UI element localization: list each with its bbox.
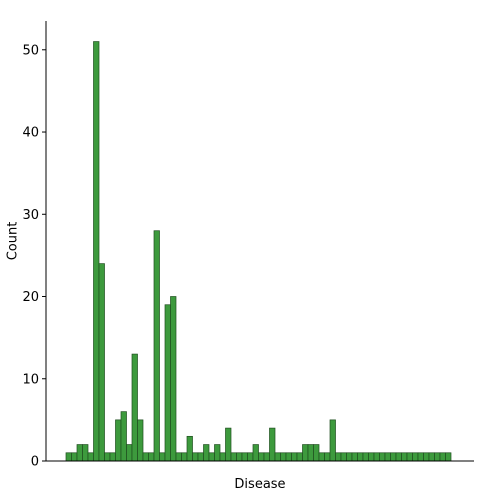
histogram-bar <box>137 419 144 462</box>
histogram-bar <box>329 419 336 462</box>
histogram-bar <box>434 452 441 462</box>
bars-group <box>65 41 452 462</box>
histogram-bar <box>65 452 72 462</box>
histogram-bar <box>291 452 298 462</box>
histogram-bar <box>181 452 188 462</box>
histogram-bar <box>230 452 237 462</box>
histogram-bar <box>120 411 127 462</box>
histogram-bar <box>368 452 375 462</box>
histogram-bar <box>417 452 424 462</box>
histogram-bar <box>384 452 391 462</box>
histogram-bar <box>71 452 78 462</box>
histogram-bar <box>285 452 292 462</box>
histogram-bar <box>395 452 402 462</box>
histogram-bar <box>445 452 452 462</box>
x-axis-label: Disease <box>234 477 285 492</box>
histogram-bar <box>346 452 353 462</box>
histogram-bar <box>131 353 138 462</box>
histogram-bar <box>335 452 342 462</box>
histogram-bar <box>159 452 166 462</box>
histogram-bar <box>247 452 254 462</box>
histogram-bar <box>423 452 430 462</box>
y-axis-label: Count <box>6 222 21 261</box>
histogram-bar <box>313 444 320 462</box>
histogram-bar <box>318 452 325 462</box>
histogram-bar <box>170 296 177 462</box>
histogram-bar <box>208 452 215 462</box>
histogram-bar <box>82 444 89 462</box>
histogram-bar <box>87 452 94 462</box>
histogram-bar <box>379 452 386 462</box>
histogram-bar <box>274 452 281 462</box>
y-tick-label: 50 <box>22 43 39 58</box>
histogram-bar <box>126 444 133 462</box>
histogram-bar <box>175 452 182 462</box>
histogram-bar <box>412 452 419 462</box>
histogram-bar <box>302 444 309 462</box>
histogram-bar <box>109 452 116 462</box>
histogram-bar <box>214 444 221 462</box>
histogram-bar <box>439 452 446 462</box>
y-tick-label: 40 <box>22 126 39 141</box>
y-tick-label: 20 <box>22 290 39 305</box>
histogram-bar <box>104 452 111 462</box>
histogram-bar <box>241 452 248 462</box>
histogram-bar <box>148 452 155 462</box>
histogram-bar <box>258 452 265 462</box>
histogram-bar <box>351 452 358 462</box>
histogram-bar <box>164 304 171 462</box>
histogram-bar <box>186 435 193 462</box>
histogram-bar <box>406 452 413 462</box>
histogram-bar <box>225 427 232 462</box>
y-tick-label: 10 <box>22 372 39 387</box>
histogram-bar <box>142 452 149 462</box>
histogram-bar <box>93 41 100 462</box>
histogram-bar <box>115 419 122 462</box>
histogram-bar <box>192 452 199 462</box>
histogram-bar <box>428 452 435 462</box>
histogram-bar <box>269 427 276 462</box>
histogram-bar <box>373 452 380 462</box>
histogram-bar <box>197 452 204 462</box>
histogram-bar <box>324 452 331 462</box>
histogram-bar <box>390 452 397 462</box>
histogram-bar <box>340 452 347 462</box>
y-ticks-group: 0 10 20 30 40 50 <box>22 43 46 470</box>
histogram-bar <box>401 452 408 462</box>
histogram-bar <box>219 452 226 462</box>
histogram-bar <box>236 452 243 462</box>
histogram-bar <box>263 452 270 462</box>
histogram-bar <box>280 452 287 462</box>
histogram-bar <box>296 452 303 462</box>
y-tick-label: 30 <box>22 208 39 223</box>
histogram-bar <box>76 444 83 462</box>
y-tick-label: 0 <box>31 455 39 470</box>
histogram-bar <box>307 444 314 462</box>
histogram-bar <box>98 263 105 462</box>
histogram-bar <box>153 230 160 462</box>
histogram-bar <box>357 452 364 462</box>
histogram-bar <box>252 444 259 462</box>
histogram-bar <box>203 444 210 462</box>
histogram-bar <box>362 452 369 462</box>
